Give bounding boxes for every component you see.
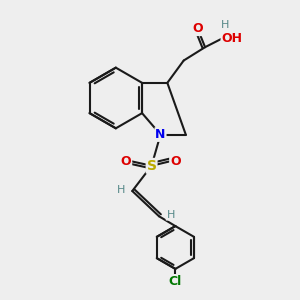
Text: Cl: Cl [169,275,182,288]
Text: S: S [147,159,157,173]
Text: N: N [155,128,166,141]
Text: H: H [167,210,175,220]
Text: H: H [116,184,125,194]
Text: H: H [221,20,229,31]
Text: O: O [121,155,131,168]
Text: O: O [192,22,203,35]
Text: OH: OH [221,32,242,45]
Text: O: O [170,155,181,168]
